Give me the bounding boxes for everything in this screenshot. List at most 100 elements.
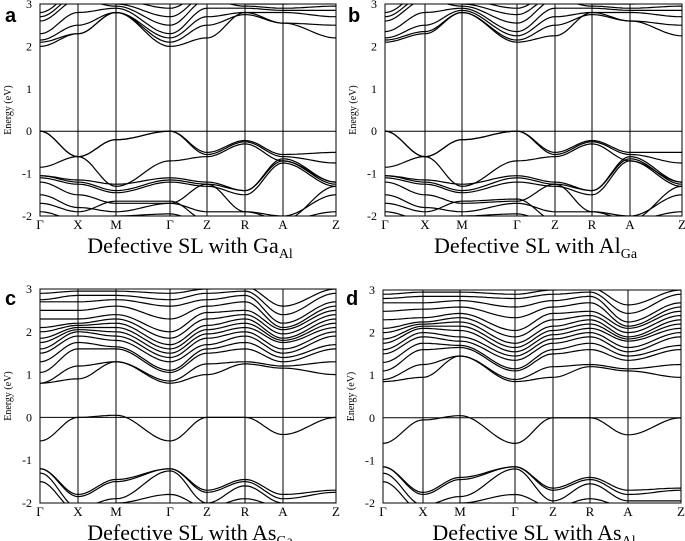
band-line xyxy=(40,361,336,384)
x-tick-label: Γ xyxy=(36,504,44,519)
band-line xyxy=(383,336,681,361)
x-tick-label: M xyxy=(456,217,468,232)
band-line xyxy=(40,318,336,346)
band-line xyxy=(40,294,336,324)
caption-subscript: Ga xyxy=(276,534,293,541)
x-tick-label: A xyxy=(623,504,633,519)
y-tick-label: 3 xyxy=(26,282,32,296)
band-line xyxy=(40,314,336,339)
panel-caption: Defective SL with GaAl xyxy=(87,233,293,262)
x-tick-label: A xyxy=(278,504,288,519)
y-tick-label: 1 xyxy=(26,368,32,382)
x-tick-label: Γ xyxy=(381,217,389,232)
bands xyxy=(385,4,682,216)
band-line xyxy=(383,291,681,315)
band-line xyxy=(383,355,681,381)
band-line xyxy=(40,341,336,371)
y-tick-label: 0 xyxy=(26,124,32,138)
caption-text: Defective SL with As xyxy=(432,520,621,541)
bands xyxy=(383,290,681,503)
band-line xyxy=(40,7,336,35)
x-tick-label: Γ xyxy=(166,504,174,519)
caption-text: Defective SL with As xyxy=(87,520,276,541)
band-line xyxy=(40,4,336,26)
band-line xyxy=(40,361,336,384)
band-line xyxy=(40,468,336,496)
x-tick-label: Γ xyxy=(36,217,44,232)
x-tick-label: R xyxy=(588,217,597,232)
y-tick-label: 2 xyxy=(371,39,377,53)
band-line xyxy=(383,346,681,372)
x-tick-label: Z xyxy=(203,217,211,232)
y-tick-label: 1 xyxy=(26,82,32,96)
plot-frame xyxy=(384,3,683,217)
bands xyxy=(40,4,336,216)
y-tick-label: -2 xyxy=(365,496,375,510)
band-line xyxy=(383,468,681,503)
y-tick-label: 0 xyxy=(369,411,375,425)
panel-caption: Defective SL with AsGa xyxy=(87,520,293,541)
caption-subscript: Ga xyxy=(621,247,638,262)
x-tick-label: A xyxy=(625,217,635,232)
x-tick-label: Γ xyxy=(379,504,387,519)
y-tick-label: -1 xyxy=(365,453,375,467)
band-line xyxy=(383,466,681,496)
x-tick-label: Γ xyxy=(511,504,519,519)
band-line xyxy=(40,130,336,164)
x-tick-label: X xyxy=(418,504,428,519)
x-tick-label: Z xyxy=(678,217,685,232)
y-axis-label: Energy (eV) xyxy=(3,85,14,135)
band-line xyxy=(40,301,336,329)
panel-caption: Defective SL with AsAl xyxy=(432,520,635,541)
x-tick-label: X xyxy=(420,217,430,232)
band-line xyxy=(40,130,336,158)
band-line xyxy=(40,335,336,363)
plot-frame xyxy=(382,289,682,504)
band-line xyxy=(385,9,682,39)
band-line xyxy=(385,185,682,216)
y-tick-label: -2 xyxy=(22,209,32,223)
y-tick-label: 3 xyxy=(26,0,32,11)
y-tick-label: 1 xyxy=(371,82,377,96)
panel-label: b xyxy=(348,5,360,27)
panel-c: Γ X M Γ Z R A Z 3 2 1 0 -1 -2 Energy (eV) c Defective SL… xyxy=(3,282,340,541)
band-line xyxy=(385,11,682,43)
caption-subscript: Al xyxy=(279,247,293,262)
x-tick-label: Z xyxy=(549,504,557,519)
band-line xyxy=(383,466,681,494)
y-tick-label: 2 xyxy=(369,326,375,340)
band-line xyxy=(383,323,681,349)
y-axis-label: Energy (eV) xyxy=(3,371,14,421)
y-tick-label: -2 xyxy=(22,496,32,510)
band-line xyxy=(40,200,336,216)
caption-text: Defective SL with Al xyxy=(434,233,621,258)
y-tick-label: 2 xyxy=(26,39,32,53)
band-line xyxy=(385,160,682,196)
x-tick-label: M xyxy=(454,504,466,519)
band-line xyxy=(383,290,681,306)
band-line xyxy=(385,130,682,158)
band-line xyxy=(385,130,682,164)
band-line xyxy=(385,4,648,18)
band-line xyxy=(40,143,336,187)
band-line xyxy=(40,348,336,374)
band-line xyxy=(383,295,681,323)
band-line xyxy=(40,11,336,41)
band-line xyxy=(383,315,681,338)
x-tick-label: X xyxy=(73,217,83,232)
band-line xyxy=(40,4,302,18)
x-tick-label: X xyxy=(73,504,83,519)
band-line xyxy=(385,155,682,192)
panel-a: Γ X M Γ Z R A Z 3 2 1 0 -1 -2 Energy (eV) a Defective SL… xyxy=(3,0,340,262)
x-tick-label: R xyxy=(241,504,250,519)
band-line xyxy=(40,309,336,333)
band-line xyxy=(383,481,611,503)
x-tick-label: Γ xyxy=(166,217,174,232)
x-tick-label: R xyxy=(241,217,250,232)
band-line xyxy=(40,11,336,48)
band-line xyxy=(385,4,682,24)
x-tick-label: Z xyxy=(332,504,340,519)
x-tick-label: R xyxy=(586,504,595,519)
panel-label: c xyxy=(5,288,16,310)
